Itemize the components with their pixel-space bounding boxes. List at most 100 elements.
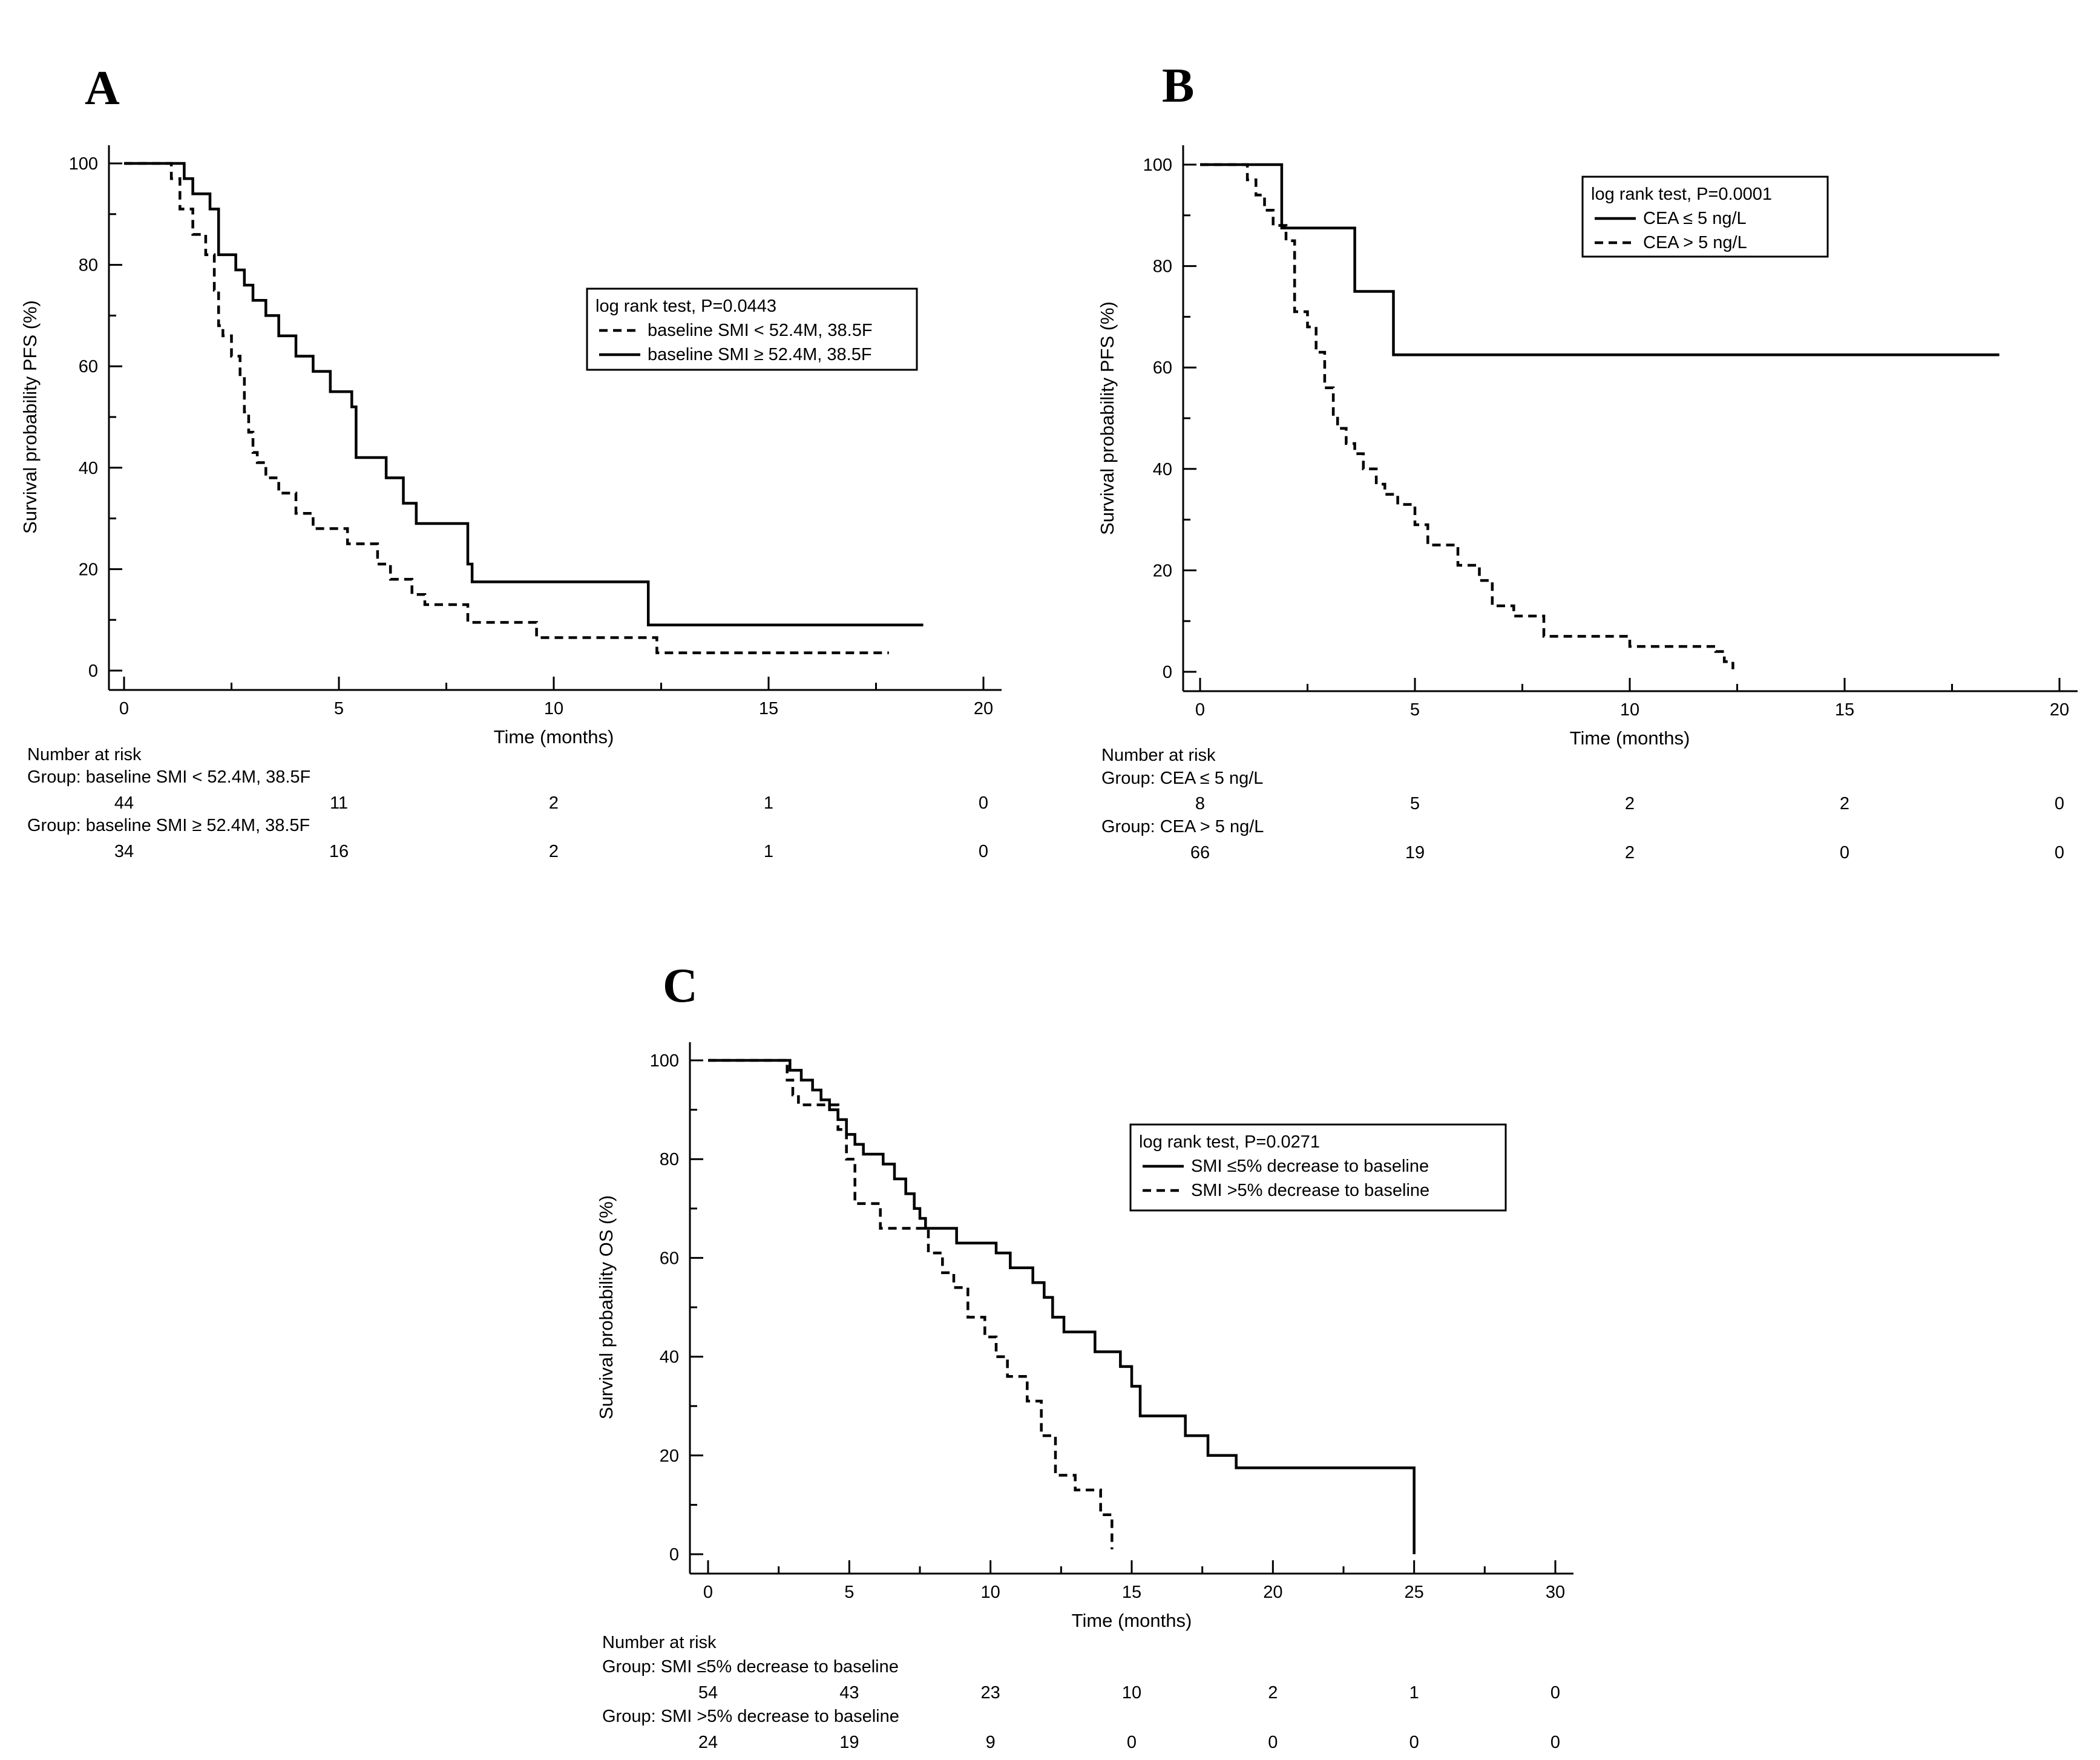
risk-count: 54 xyxy=(698,1683,718,1703)
risk-count: 11 xyxy=(330,793,348,813)
y-tick-label: 0 xyxy=(669,1545,679,1565)
legend-title: log rank test, P=0.0001 xyxy=(1591,185,1772,204)
risk-count: 2 xyxy=(1840,794,1849,813)
x-tick-label: 20 xyxy=(1263,1583,1282,1602)
y-axis-label: Survival probability PFS (%) xyxy=(1097,301,1118,535)
risk-table-title: Number at risk xyxy=(602,1633,717,1652)
risk-count: 0 xyxy=(1550,1683,1560,1703)
risk-table: Number at risk Group: baseline SMI < 52.4… xyxy=(27,745,988,861)
km-curve-solid xyxy=(124,162,924,626)
y-tick-label: 80 xyxy=(79,256,98,275)
x-tick-label: 25 xyxy=(1405,1583,1424,1602)
x-tick-label: 5 xyxy=(844,1583,854,1602)
y-tick-label: 20 xyxy=(79,560,98,579)
y-tick-label: 0 xyxy=(88,662,98,681)
legend: log rank test, P=0.0271 SMI ≤5% decrease … xyxy=(1129,1123,1507,1212)
y-tick-label: 80 xyxy=(1153,257,1172,277)
legend-entry: CEA ≤ 5 ng/L xyxy=(1643,209,1747,228)
risk-count: 0 xyxy=(2055,843,2064,862)
risk-table-title: Number at risk xyxy=(1101,746,1216,765)
risk-count: 44 xyxy=(114,793,134,813)
y-tick-label: 60 xyxy=(1153,358,1172,378)
y-tick-label: 100 xyxy=(1143,156,1172,175)
risk-count: 66 xyxy=(1190,843,1210,862)
km-curve-solid xyxy=(708,1059,1416,1554)
x-tick-label: 10 xyxy=(544,699,563,718)
risk-count: 1 xyxy=(1409,1683,1419,1703)
x-tick-label: 5 xyxy=(1410,700,1420,720)
panel-label: C xyxy=(663,959,698,1013)
risk-count: 0 xyxy=(2055,794,2064,813)
risk-count: 10 xyxy=(1122,1683,1141,1703)
y-tick-label: 80 xyxy=(660,1150,679,1169)
risk-count: 9 xyxy=(986,1733,996,1752)
x-tick-label: 15 xyxy=(1122,1583,1141,1602)
x-tick-label: 15 xyxy=(1835,700,1854,720)
km-curve-dashed xyxy=(124,162,889,654)
legend-entry: baseline SMI < 52.4M, 38.5F xyxy=(648,321,873,340)
risk-count: 34 xyxy=(114,842,134,861)
risk-count: 0 xyxy=(1550,1733,1560,1752)
x-tick-label: 20 xyxy=(2050,700,2069,720)
risk-count: 23 xyxy=(981,1683,1000,1703)
y-tick-label: 0 xyxy=(1163,663,1172,682)
risk-count: 2 xyxy=(549,842,559,861)
km-curve-solid xyxy=(1200,163,2000,356)
y-tick-label: 100 xyxy=(69,154,98,174)
legend-title: log rank test, P=0.0271 xyxy=(1139,1132,1320,1152)
x-tick-label: 10 xyxy=(1620,700,1639,720)
legend: log rank test, P=0.0443 baseline SMI < 52… xyxy=(586,287,918,371)
risk-count: 19 xyxy=(1405,843,1425,862)
risk-count: 2 xyxy=(549,793,559,813)
x-tick-label: 10 xyxy=(981,1583,1000,1602)
risk-table-title: Number at risk xyxy=(27,745,142,764)
risk-count: 43 xyxy=(839,1683,859,1703)
legend-box xyxy=(586,287,918,371)
x-tick-label: 5 xyxy=(334,699,344,718)
risk-count: 0 xyxy=(1409,1733,1419,1752)
x-tick-label: 20 xyxy=(974,699,993,718)
y-tick-label: 60 xyxy=(660,1249,679,1268)
risk-table: Number at risk Group: CEA ≤ 5 ng/L 8 5 2 2 0 Gr… xyxy=(1101,746,2064,862)
risk-table: Number at risk Group: SMI ≤5% decrease to… xyxy=(602,1633,1560,1752)
risk-count: 0 xyxy=(1268,1733,1278,1752)
panel-label: B xyxy=(1162,59,1194,113)
y-tick-label: 40 xyxy=(79,459,98,478)
legend-entry: baseline SMI ≥ 52.4M, 38.5F xyxy=(648,345,872,364)
risk-group-label: Group: SMI >5% decrease to baseline xyxy=(602,1707,899,1726)
legend: log rank test, P=0.0001 CEA ≤ 5 ng/L CEA >… xyxy=(1581,176,1829,258)
risk-group-label: Group: SMI ≤5% decrease to baseline xyxy=(602,1657,899,1676)
risk-group-label: Group: baseline SMI < 52.4M, 38.5F xyxy=(27,767,310,787)
panel-label: A xyxy=(85,62,120,115)
x-axis-label: Time (months) xyxy=(1072,1610,1192,1631)
risk-count: 0 xyxy=(1127,1733,1137,1752)
y-tick-label: 40 xyxy=(660,1348,679,1367)
x-axis-label: Time (months) xyxy=(1570,727,1690,749)
km-curve-dashed xyxy=(708,1059,1114,1549)
risk-count: 19 xyxy=(839,1733,859,1752)
y-tick-label: 40 xyxy=(1153,460,1172,479)
legend-entry: SMI ≤5% decrease to baseline xyxy=(1191,1157,1429,1176)
risk-count: 24 xyxy=(698,1733,718,1752)
risk-group-label: Group: CEA > 5 ng/L xyxy=(1101,817,1264,836)
risk-count: 1 xyxy=(764,842,773,861)
y-tick-label: 60 xyxy=(79,357,98,376)
y-axis-label: Survival probability OS (%) xyxy=(596,1195,617,1419)
x-tick-label: 0 xyxy=(703,1583,713,1602)
y-tick-label: 100 xyxy=(650,1051,679,1071)
risk-count: 0 xyxy=(979,793,988,813)
risk-group-label: Group: baseline SMI ≥ 52.4M, 38.5F xyxy=(27,816,310,835)
risk-count: 1 xyxy=(764,793,773,813)
km-curve-dashed xyxy=(1200,163,1734,669)
x-axis-label: Time (months) xyxy=(494,726,614,747)
x-tick-label: 0 xyxy=(119,699,129,718)
risk-count: 2 xyxy=(1625,794,1635,813)
risk-count: 5 xyxy=(1410,794,1420,813)
risk-count: 2 xyxy=(1268,1683,1278,1703)
x-tick-label: 30 xyxy=(1546,1583,1565,1602)
risk-count: 16 xyxy=(329,842,349,861)
x-tick-label: 15 xyxy=(759,699,778,718)
